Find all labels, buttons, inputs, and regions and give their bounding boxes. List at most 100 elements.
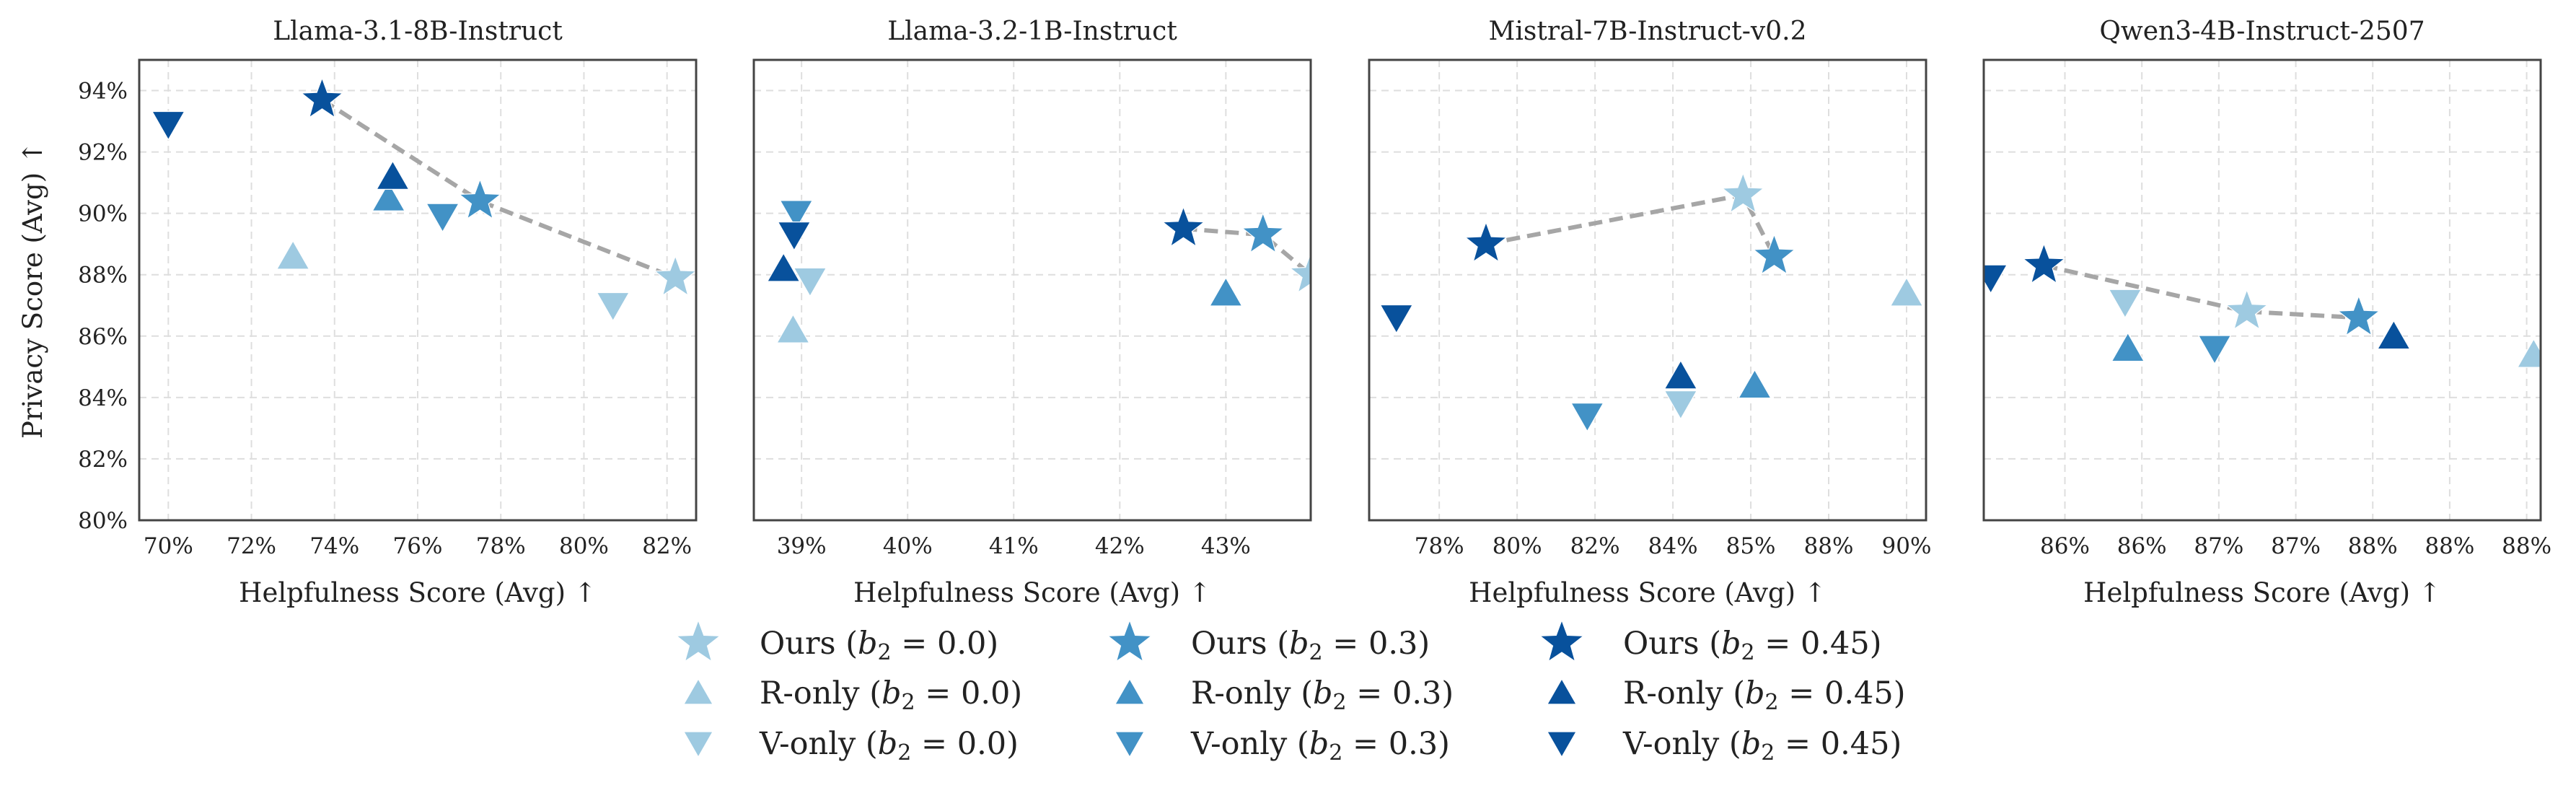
marker-v-only-b0 [597, 292, 629, 320]
legend-sub: 2 [1765, 690, 1779, 715]
y-tick-label: 94% [78, 79, 128, 105]
y-axis-label: Privacy Score (Avg) ↑ [17, 141, 48, 439]
legend-sub: 2 [1333, 690, 1347, 715]
legend-sub: 2 [1309, 640, 1323, 665]
x-tick-label: 88% [2425, 533, 2474, 559]
legend-item-r-only-b45: R-only (b2 = 0.45) [1547, 675, 1906, 715]
legend-method: Ours ( [1191, 626, 1289, 662]
legend-sub: 2 [1741, 640, 1755, 665]
legend-var: b [1309, 726, 1329, 762]
y-tick-label: 86% [78, 324, 128, 350]
marker-r-only-b45 [768, 253, 800, 281]
legend-eq: = 0.3) [1347, 675, 1454, 711]
x-tick-label: 39% [777, 533, 827, 559]
marker-r-only-b0 [777, 315, 809, 343]
legend-label: Ours (b2 = 0.0) [760, 626, 998, 665]
legend-item-ours-b45: Ours (b2 = 0.45) [1540, 621, 1882, 666]
legend-marker [1547, 679, 1576, 704]
x-tick-label: 88% [2348, 533, 2398, 559]
marker-v-only-b3 [2199, 336, 2231, 364]
x-tick-label: 85% [1726, 533, 1776, 559]
legend-eq: = 0.0) [911, 726, 1019, 762]
x-tick-label: 87% [2194, 533, 2243, 559]
legend-item-v-only-b0: V-only (b2 = 0.0) [684, 726, 1019, 766]
legend-var: b [1289, 626, 1309, 662]
marker-r-only-b45 [2378, 321, 2410, 349]
x-tick-label: 82% [642, 533, 692, 559]
legend-eq: = 0.45) [1755, 626, 1882, 662]
legend-marker [684, 732, 713, 757]
legend-method: V-only ( [1190, 726, 1309, 762]
legend-eq: = 0.3) [1323, 626, 1430, 662]
panel-3: 78% 80% 82% 84% 85% 88% 90%Mistral-7B-Instruct… [1369, 17, 1931, 608]
marker-v-only-b3 [1571, 403, 1604, 432]
legend-label: R-only (b2 = 0.0) [760, 675, 1022, 715]
x-axis-label: Helpfulness Score (Avg) ↑ [239, 577, 597, 608]
y-tick-label: 92% [78, 140, 128, 166]
legend-method: Ours ( [1623, 626, 1721, 662]
marker-v-only-b0 [1665, 391, 1697, 419]
marker-ours-b45 [302, 78, 343, 117]
legend-method: V-only ( [759, 726, 878, 762]
plot-area [152, 78, 696, 320]
x-tick-label: 74% [309, 533, 359, 559]
x-tick-labels: 78% 80% 82% 84% 85% 88% 90% [1415, 533, 1932, 559]
marker-v-only-b0 [2109, 289, 2142, 317]
legend-var: b [882, 675, 902, 711]
gridlines [1369, 60, 1926, 520]
legend-label: R-only (b2 = 0.45) [1623, 675, 1906, 715]
legend-item-r-only-b0: R-only (b2 = 0.0) [684, 675, 1022, 715]
marker-r-only-b0 [1891, 278, 1923, 306]
x-tick-label: 80% [559, 533, 609, 559]
legend-item-v-only-b3: V-only (b2 = 0.3) [1115, 726, 1450, 766]
marker-v-only-b45 [1380, 305, 1412, 333]
marker-r-only-b3 [1738, 370, 1771, 398]
gridlines [1984, 60, 2541, 520]
legend-method: V-only ( [1622, 726, 1741, 762]
x-tick-label: 88% [2502, 533, 2551, 559]
y-tick-label: 80% [78, 508, 128, 534]
legend-marker [1540, 621, 1583, 662]
x-axis-label: Helpfulness Score (Avg) ↑ [1469, 577, 1827, 608]
plot-area [768, 201, 1332, 343]
marker-v-only-b45 [778, 222, 811, 250]
legend-marker [1115, 679, 1144, 704]
x-tick-label: 78% [1415, 533, 1464, 559]
legend-method: Ours ( [760, 626, 858, 662]
legend-label: Ours (b2 = 0.3) [1191, 626, 1430, 665]
y-tick-label: 84% [78, 385, 128, 411]
legend-eq: = 0.45) [1775, 726, 1902, 762]
x-tick-label: 86% [2117, 533, 2167, 559]
panel-1: 70% 72% 74% 76% 78% 80% 82% 80% 82% 84% 86% 88% 90% 9… [17, 17, 696, 608]
x-tick-label: 41% [989, 533, 1039, 559]
marker-r-only-b45 [377, 161, 409, 189]
legend-sub: 2 [878, 640, 892, 665]
y-tick-labels: 80% 82% 84% 86% 88% 90% 92% 94% [78, 79, 128, 534]
legend-item-r-only-b3: R-only (b2 = 0.3) [1115, 675, 1454, 715]
marker-ours-b3 [1242, 213, 1283, 252]
panel-title: Qwen3-4B-Instruct-2507 [2099, 17, 2425, 46]
marker-ours-b45 [2023, 244, 2065, 283]
x-tick-label: 86% [2040, 533, 2090, 559]
frontier-line [322, 100, 676, 278]
legend-marker [684, 679, 713, 704]
panel-title: Mistral-7B-Instruct-v0.2 [1489, 17, 1807, 46]
legend-var: b [1741, 726, 1762, 762]
legend-var: b [878, 726, 898, 762]
marker-ours-b3 [1754, 235, 1795, 273]
legend: Ours (b2 = 0.0)R-only (b2 = 0.0)V-only (… [677, 621, 1906, 766]
marker-r-only-b0 [2518, 339, 2550, 367]
axes-frame [1369, 60, 1926, 520]
y-tick-label: 82% [78, 447, 128, 473]
x-tick-label: 88% [1804, 533, 1854, 559]
marker-v-only-b45 [152, 112, 185, 140]
legend-sub: 2 [902, 690, 915, 715]
x-tick-label: 72% [227, 533, 276, 559]
marker-r-only-b45 [1665, 361, 1697, 389]
x-tick-label: 87% [2271, 533, 2321, 559]
marker-ours-b0 [655, 256, 696, 295]
legend-sub: 2 [1761, 740, 1775, 766]
x-tick-label: 42% [1095, 533, 1145, 559]
axes-frame [1984, 60, 2541, 520]
legend-var: b [1313, 675, 1333, 711]
